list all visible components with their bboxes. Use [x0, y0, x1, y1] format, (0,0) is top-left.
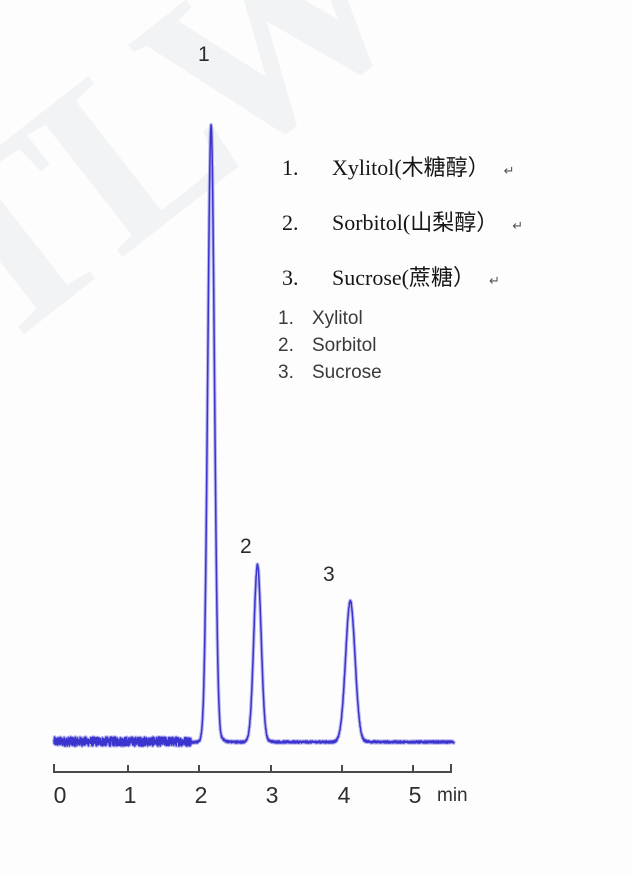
legend-bilingual: 1. Xylitol(木糖醇） ↵ 2. Sorbitol(山梨醇） ↵ 3. …: [282, 150, 523, 315]
legend-item: 2. Sorbitol: [278, 335, 382, 357]
legend-compact: 1. Xylitol 2. Sorbitol 3. Sucrose: [278, 308, 382, 389]
peak-label-2: 2: [240, 535, 252, 558]
legend-label: Xylitol: [312, 308, 363, 329]
legend-number: 2.: [282, 210, 299, 235]
paragraph-return-icon: ↵: [488, 273, 500, 288]
legend-number: 1.: [278, 308, 294, 329]
legend-label: Sorbitol: [312, 335, 377, 356]
legend-label: Xylitol(木糖醇）: [332, 155, 490, 180]
legend-number: 1.: [282, 155, 299, 180]
x-axis-line: [53, 764, 452, 773]
peak-label-1: 1: [198, 43, 210, 66]
x-tick-5: 5: [408, 782, 422, 808]
x-tick-3: 3: [265, 782, 279, 808]
legend-item: 3. Sucrose: [278, 362, 382, 384]
peak-label-3: 3: [323, 563, 335, 586]
legend-item: 2. Sorbitol(山梨醇） ↵: [282, 205, 523, 237]
x-tick-1: 1: [123, 782, 137, 808]
x-tick-4: 4: [337, 782, 351, 808]
legend-item: 1. Xylitol(木糖醇） ↵: [282, 150, 523, 182]
x-tick-0: 0: [53, 782, 67, 808]
legend-number: 3.: [282, 265, 299, 290]
paragraph-return-icon: ↵: [512, 218, 524, 233]
legend-item: 3. Sucrose(蔗糖） ↵: [282, 260, 523, 292]
legend-label: Sucrose: [312, 362, 382, 383]
legend-label: Sorbitol(山梨醇）: [332, 210, 499, 235]
x-tick-2: 2: [194, 782, 208, 808]
x-axis-unit-label: min: [437, 785, 468, 806]
legend-label: Sucrose(蔗糖）: [332, 265, 475, 290]
legend-number: 2.: [278, 335, 294, 356]
paragraph-return-icon: ↵: [503, 163, 515, 178]
legend-item: 1. Xylitol: [278, 308, 382, 330]
legend-number: 3.: [278, 362, 294, 383]
x-axis: 0 1 2 3 4 5 min: [0, 760, 631, 820]
